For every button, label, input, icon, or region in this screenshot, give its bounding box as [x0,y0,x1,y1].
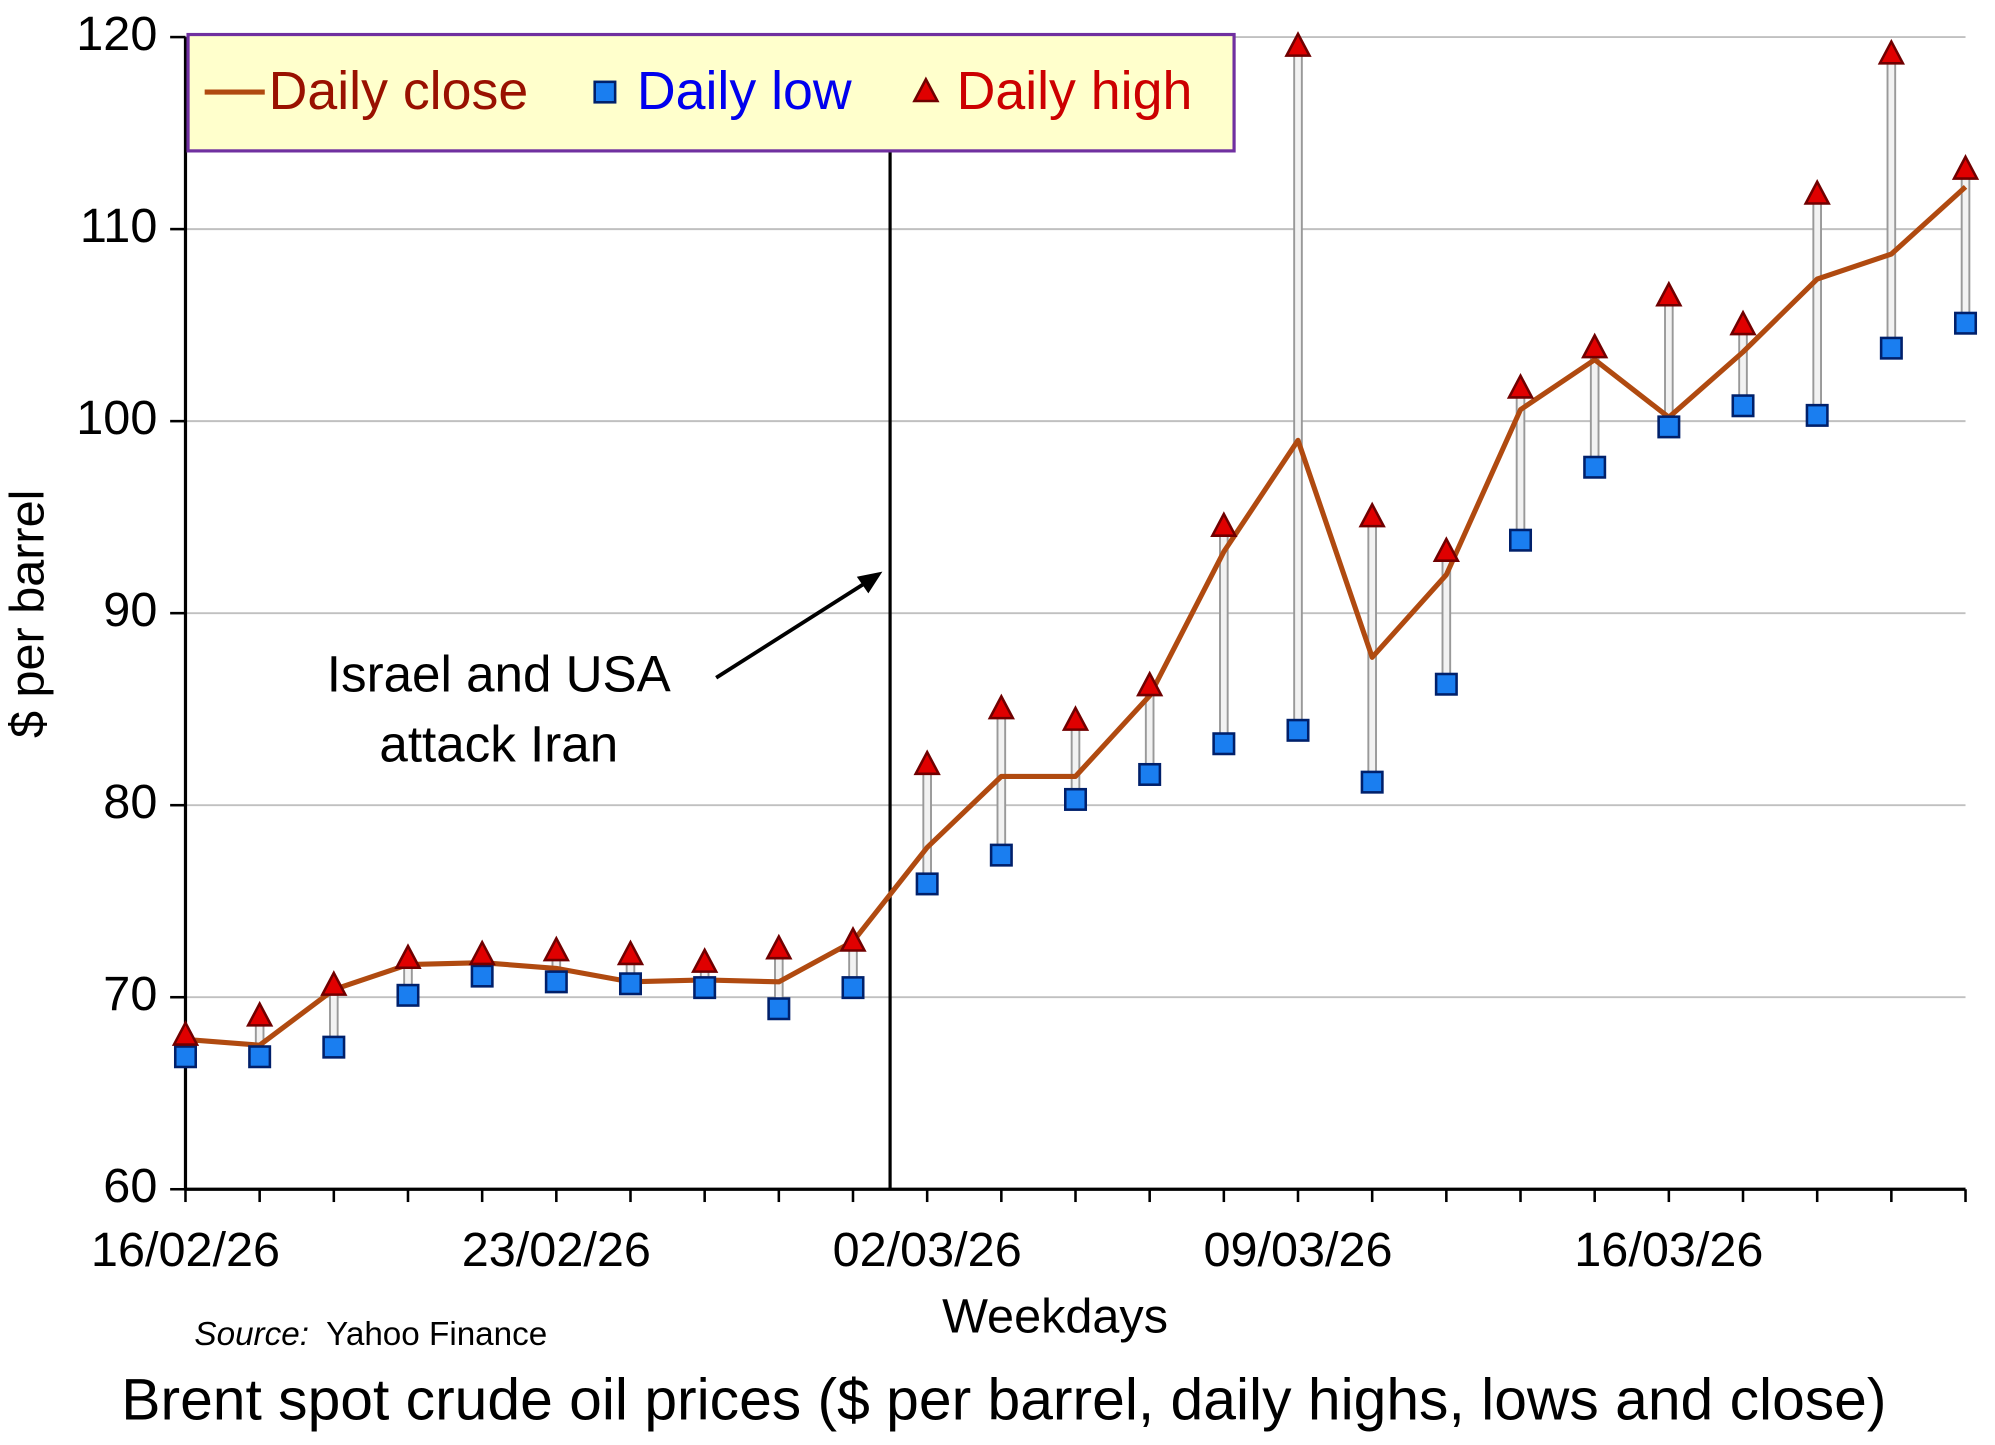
legend-swatch [593,80,617,104]
high-marker [1061,705,1090,731]
low-marker [396,983,420,1007]
high-low-bar [1070,719,1081,801]
x-tick-label: 23/02/26 [462,1223,651,1277]
legend-swatch [912,76,940,103]
annotation: attack Iran [379,716,618,773]
high-marker [1136,670,1164,697]
y-tick-label: 100 [76,391,157,445]
high-marker [987,693,1015,720]
high-marker [1951,154,1980,180]
x-tick-label: 09/03/26 [1203,1223,1392,1277]
low-marker [173,1045,197,1069]
high-marker [1358,501,1386,528]
y-tick-label: 90 [103,583,157,637]
low-marker [618,972,643,996]
low-marker [1879,336,1903,360]
low-marker [915,872,939,896]
low-marker [1509,528,1533,552]
high-low-bar [922,763,932,885]
high-marker [1210,511,1238,537]
legend-label: Daily close [269,61,529,121]
x-tick-label: 16/02/26 [91,1223,280,1277]
legend-label: Daily high [957,61,1193,121]
high-marker [1655,280,1683,307]
annotation: Israel and USA [327,645,672,702]
low-marker [248,1045,272,1069]
low-marker [1360,770,1384,794]
legend-box [186,32,1236,153]
annotation-arrowhead [856,571,883,594]
low-marker [1731,394,1755,418]
low-marker [767,997,791,1021]
low-marker [1434,672,1458,696]
low-marker [1954,311,1978,335]
high-low-bar [1664,295,1674,428]
high-marker [765,933,793,960]
high-marker [1729,309,1757,336]
low-marker [1286,718,1310,742]
chart-title: Brent spot crude oil prices ($ per barre… [121,1368,1886,1433]
high-marker [691,947,719,973]
high-marker [1581,332,1609,359]
source-text: Yahoo Finance [326,1316,547,1353]
low-marker [1805,403,1829,427]
y-axis-label: $ per barrel [1,490,55,738]
close-line [185,184,1968,1048]
low-marker [841,976,865,1000]
high-marker [1284,31,1312,57]
low-marker [1583,455,1607,479]
low-marker [989,843,1013,867]
annotation-arrow [715,580,869,680]
source-label: Source: [194,1316,309,1353]
high-marker [320,970,348,996]
low-marker [544,970,568,994]
low-marker [470,964,494,988]
high-low-bar [1738,324,1748,407]
high-marker [468,939,496,966]
high-marker [913,749,941,776]
low-marker [1063,787,1088,811]
y-tick-label: 110 [80,199,157,253]
high-low-bar [1293,45,1303,732]
y-tick-label: 60 [103,1159,157,1213]
legend-label: Daily low [637,61,852,121]
x-tick-label: 16/03/26 [1574,1223,1763,1277]
low-marker [1138,762,1162,786]
high-marker [1877,38,1905,65]
low-marker [1657,415,1681,439]
x-tick-label: 02/03/26 [833,1223,1022,1277]
x-axis-label: Weekdays [942,1290,1168,1344]
high-low-bar [1589,347,1600,469]
high-marker [542,935,570,962]
y-tick-label: 120 [76,7,157,61]
high-marker [616,939,645,966]
high-marker [839,926,867,952]
high-low-bar [1886,53,1897,350]
low-marker [693,976,717,1000]
high-marker [1432,536,1460,562]
high-marker [1803,179,1831,205]
high-marker [394,943,422,970]
high-marker [246,1000,274,1027]
y-tick-label: 80 [103,775,157,829]
y-tick-label: 70 [103,967,157,1021]
low-marker [1212,732,1236,756]
high-marker [1506,372,1535,399]
high-marker [171,1020,200,1046]
low-marker [322,1035,346,1059]
high-low-bar [1812,193,1822,417]
